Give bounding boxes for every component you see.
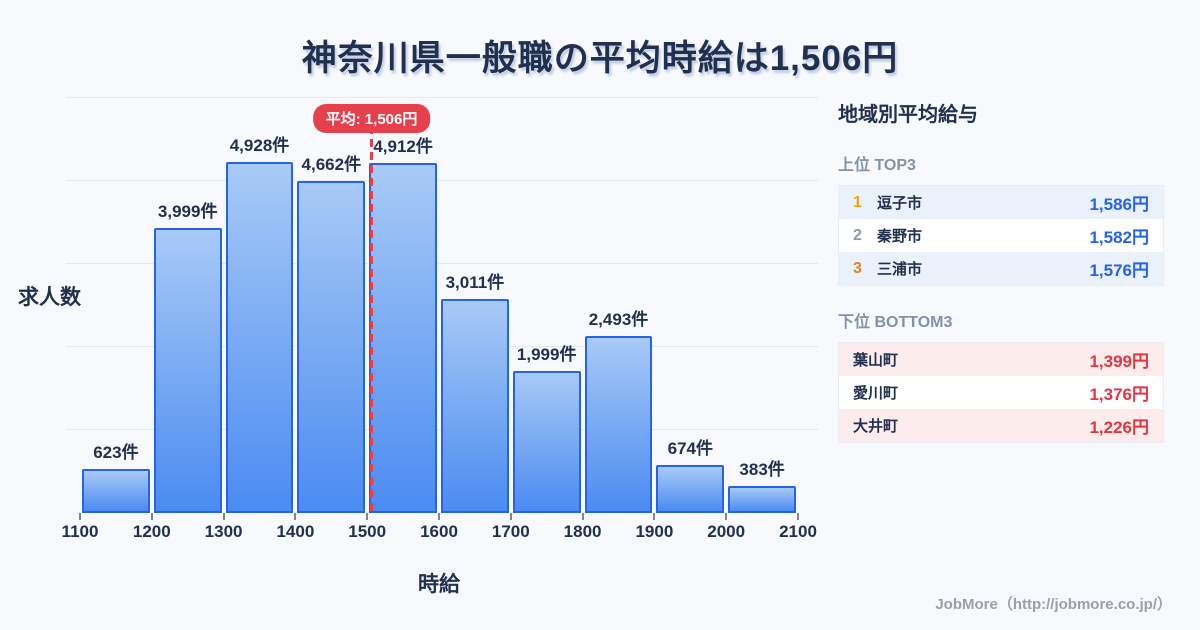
table-row: 3 三浦市 1,576円 [839, 252, 1163, 285]
page-title: 神奈川県一般職の平均時給は1,506円 [301, 39, 899, 78]
region-name: 逗子市 [877, 195, 923, 212]
bottom3-heading: 下位 BOTTOM3 [838, 314, 953, 331]
x-tick-label: 1900 [635, 522, 674, 541]
x-tick-label: 2000 [707, 522, 746, 541]
region-salary-value: 1,399円 [1089, 352, 1149, 371]
histogram-bar [82, 469, 150, 513]
bar-value-label: 674件 [667, 439, 713, 458]
region-salary-value: 1,576円 [1089, 261, 1149, 280]
histogram-chart: 求人数 623件 3,999件 4,928件 4,662件 4,912件 3,011件 1,… [18, 97, 818, 596]
x-tick-label: 1200 [132, 522, 171, 541]
bar-value-label: 623件 [93, 443, 139, 462]
histogram-bar [512, 371, 581, 513]
region-salary-value: 1,586円 [1089, 195, 1149, 214]
bar-value-label: 2,493件 [588, 310, 649, 329]
bar-value-label: 1,999件 [516, 345, 577, 364]
bar-value-label: 3,011件 [445, 273, 505, 292]
gridline [66, 97, 818, 98]
x-tick-mark [150, 513, 153, 520]
histogram-bar [656, 465, 725, 513]
bar-value-label: 4,928件 [229, 136, 290, 155]
histogram-bar [369, 163, 437, 513]
table-row: 葉山町 1,399円 [839, 343, 1163, 376]
region-salary-value: 1,582円 [1089, 228, 1149, 247]
sidebar-title: 地域別平均給与 [838, 104, 978, 126]
region-name: 葉山町 [853, 352, 899, 369]
x-tick-label: 1500 [348, 522, 387, 541]
x-tick-mark [725, 513, 728, 520]
histogram-bar [225, 162, 294, 513]
table-row: 1 逗子市 1,586円 [839, 186, 1163, 219]
x-tick-mark [509, 513, 512, 520]
bar-value-label: 3,999件 [157, 202, 218, 221]
histogram-bar [153, 228, 222, 513]
region-name: 愛川町 [853, 385, 899, 402]
x-tick-label: 1800 [563, 522, 602, 541]
top3-table: 1 逗子市 1,586円 2 秦野市 1,582円 3 三浦市 1,576円 [838, 185, 1164, 286]
table-row: 愛川町 1,376円 [839, 376, 1163, 409]
x-tick-mark [653, 513, 656, 520]
bar-value-label: 383件 [739, 460, 785, 479]
region-salary-sidebar: 地域別平均給与 上位 TOP3 1 逗子市 1,586円 2 秦野市 1,582円 3 三浦市… [838, 98, 1164, 465]
x-tick-label: 2100 [779, 522, 817, 541]
x-axis-label: 時給 [418, 573, 460, 596]
table-row: 大井町 1,226円 [839, 409, 1163, 442]
x-tick-label: 1300 [204, 522, 243, 541]
x-tick-mark [438, 513, 440, 520]
y-axis-label: 求人数 [18, 286, 81, 309]
x-tick-label: 1100 [61, 522, 99, 541]
rank-number: 3 [853, 259, 862, 277]
gridline [66, 263, 818, 264]
average-line [370, 126, 373, 513]
region-name: 秦野市 [877, 228, 923, 245]
x-tick-mark [79, 513, 81, 520]
gridline [66, 180, 818, 181]
bottom3-table: 葉山町 1,399円愛川町 1,376円大井町 1,226円 [838, 342, 1164, 443]
histogram-bar [728, 486, 796, 513]
bar-value-label: 4,662件 [301, 155, 362, 174]
x-tick-mark [222, 513, 225, 520]
histogram-bar [441, 299, 509, 513]
rank-number: 1 [853, 193, 862, 211]
region-salary-value: 1,226円 [1089, 418, 1149, 437]
bar-value-label: 4,912件 [373, 137, 433, 156]
average-badge: 平均: 1,506円 [312, 104, 431, 133]
x-tick-mark [581, 513, 584, 520]
x-tick-label: 1700 [491, 522, 530, 541]
region-name: 大井町 [853, 418, 899, 435]
top3-heading: 上位 TOP3 [838, 157, 916, 174]
table-row: 2 秦野市 1,582円 [839, 219, 1163, 252]
footer-credit: JobMore（http://jobmore.co.jp/） [935, 596, 1172, 613]
plot-area: 623件 3,999件 4,928件 4,662件 4,912件 3,011件 1,999件… [62, 97, 818, 541]
x-tick-label: 1600 [420, 522, 458, 541]
rank-number: 2 [853, 226, 862, 244]
histogram-bar [584, 336, 653, 513]
x-tick-mark [797, 513, 799, 520]
region-name: 三浦市 [877, 261, 923, 278]
histogram-bar [297, 181, 366, 513]
region-salary-value: 1,376円 [1089, 385, 1149, 404]
x-tick-label: 1400 [276, 522, 315, 541]
x-tick-mark [294, 513, 297, 520]
x-tick-mark [366, 513, 369, 520]
